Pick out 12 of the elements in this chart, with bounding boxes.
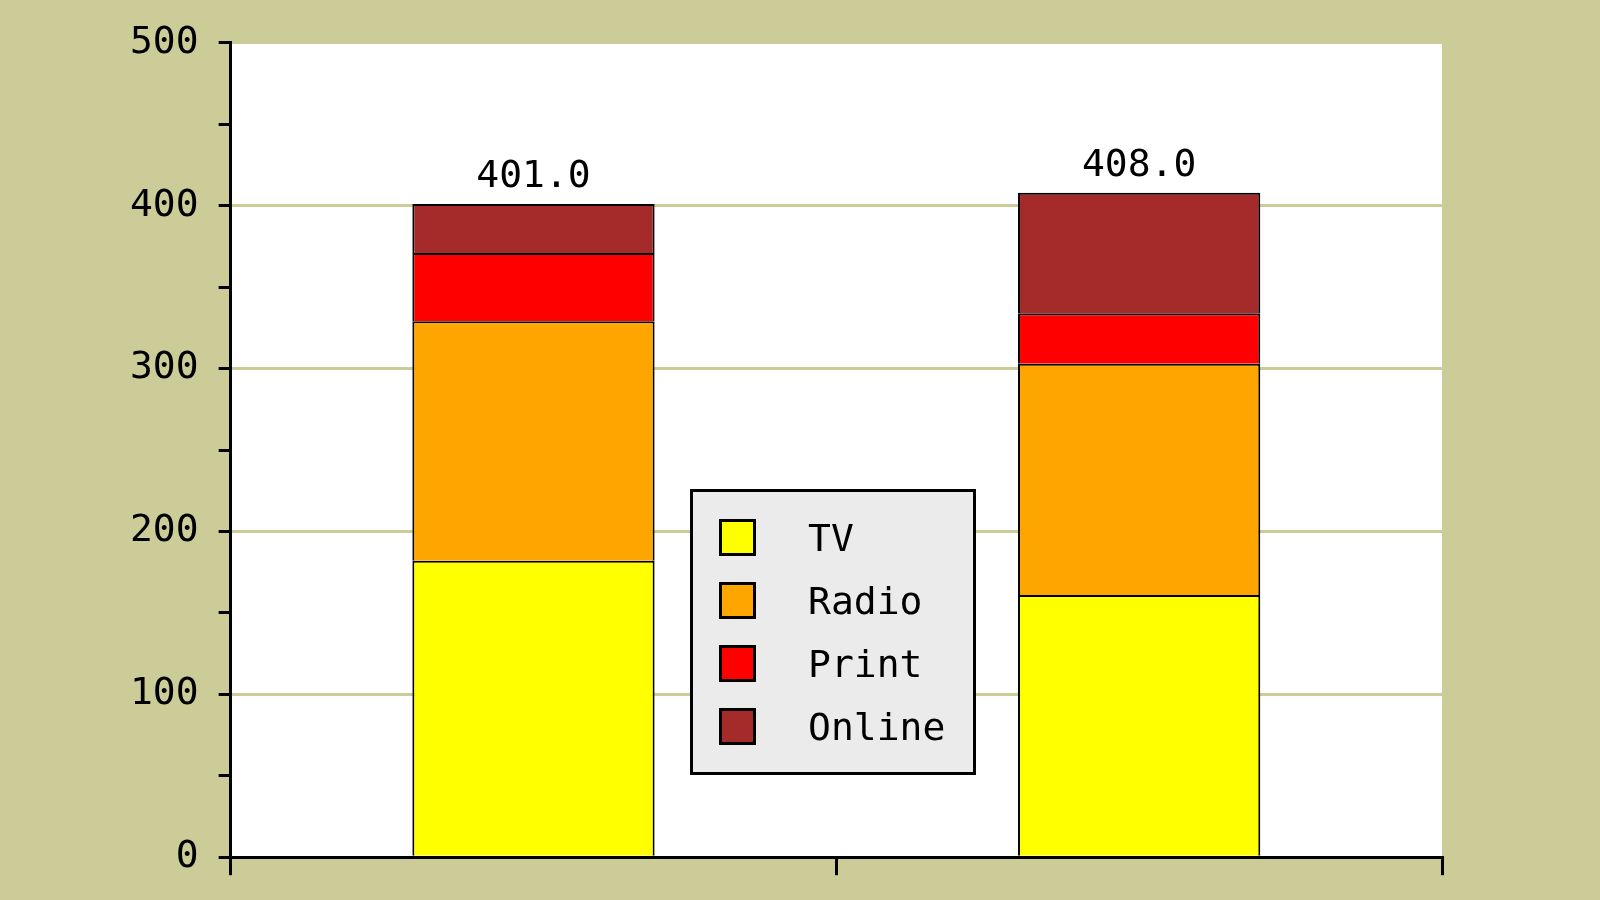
- legend-label: Online: [808, 704, 946, 749]
- legend-label: Radio: [808, 578, 923, 623]
- y-tick-label: 300: [129, 343, 199, 388]
- y-tick-label: 500: [129, 17, 199, 62]
- y-tick-label: 200: [129, 506, 199, 551]
- total-label: 401.0: [476, 151, 591, 196]
- legend-label: TV: [808, 515, 854, 560]
- y-tick-label: 0: [175, 832, 199, 877]
- legend-label: Print: [808, 641, 923, 686]
- y-tick-label: 400: [129, 180, 199, 225]
- y-tick-label: 100: [129, 669, 199, 714]
- total-label: 408.0: [1081, 140, 1197, 185]
